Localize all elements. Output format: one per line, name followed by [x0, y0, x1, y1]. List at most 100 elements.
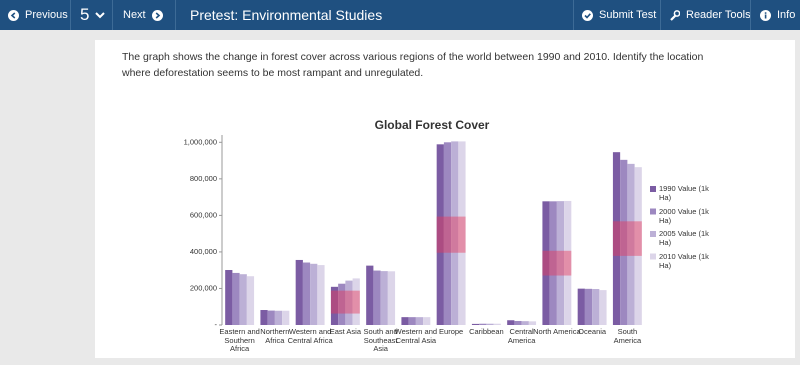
separator	[660, 0, 661, 30]
highlight	[542, 250, 572, 276]
bar	[330, 286, 339, 325]
x-tick-label: North America	[533, 327, 581, 336]
bar	[373, 270, 381, 325]
label: Next	[123, 9, 146, 21]
bar	[436, 144, 444, 325]
legend-label: 2005 Value (1k Ha)	[659, 229, 709, 247]
bar	[317, 265, 325, 325]
bar	[302, 262, 311, 325]
bar	[528, 321, 537, 325]
icon	[760, 9, 771, 21]
test-title: Pretest: Environmental Studies	[190, 7, 383, 23]
separator	[112, 0, 113, 30]
separator	[70, 0, 71, 30]
submit-button[interactable]: Submit Test	[582, 0, 656, 30]
bar	[239, 274, 247, 325]
legend-label: 2000 Value (1k Ha)	[659, 206, 709, 225]
bar	[627, 163, 635, 325]
y-tick-label: 800,000	[190, 174, 217, 183]
legend-swatch	[650, 253, 656, 260]
separator	[750, 0, 751, 30]
bar	[443, 142, 452, 325]
x-tick-label: Western and Central Asia	[394, 327, 438, 345]
bar	[493, 323, 501, 325]
bar	[260, 310, 268, 325]
reader-tools-button[interactable]: Reader Tools	[669, 0, 751, 30]
chart-title: Global Forest Cover	[375, 118, 490, 132]
x-tick-label: East Asia	[329, 327, 362, 336]
bar	[612, 152, 621, 325]
x-tick-label: Eastern and Southern Africa	[219, 327, 260, 353]
y-tick-label: 400,000	[190, 247, 217, 256]
label: Info	[777, 9, 796, 21]
y-tick-label: 200,000	[190, 283, 217, 292]
bar	[479, 323, 487, 325]
bar	[246, 276, 255, 325]
bar	[634, 167, 642, 325]
legend-swatch	[650, 186, 656, 192]
x-tick-label: Northern Africa	[260, 327, 290, 345]
info-button[interactable]: Info	[760, 0, 795, 30]
bar	[564, 200, 572, 325]
highlight	[612, 221, 642, 256]
legend-swatch	[650, 231, 656, 237]
label: Reader Tools	[686, 9, 751, 21]
bar	[423, 317, 431, 325]
icon	[582, 9, 593, 21]
bar	[225, 270, 233, 325]
label: Submit Test	[599, 9, 657, 21]
bar	[282, 310, 290, 325]
x-tick-label: Western and Central Africa	[287, 327, 333, 345]
bar	[352, 278, 360, 325]
bar	[345, 280, 353, 325]
bar	[366, 265, 374, 325]
bar	[542, 201, 550, 325]
bar	[521, 321, 529, 325]
bar	[507, 320, 515, 325]
bar	[408, 317, 416, 325]
icon	[151, 9, 163, 21]
bar	[549, 201, 557, 325]
bar	[415, 317, 424, 325]
bar	[338, 283, 346, 325]
bar	[295, 259, 303, 325]
bar	[592, 289, 600, 325]
x-tick-label: Oceania	[578, 327, 607, 336]
icon	[670, 9, 680, 21]
bar	[486, 323, 494, 325]
bar	[267, 310, 275, 325]
x-tick-label: Europe	[439, 327, 464, 336]
bar	[232, 272, 240, 325]
bar	[458, 141, 466, 325]
question-text: The graph shows the change in forest cov…	[122, 51, 704, 79]
icon	[95, 12, 106, 19]
question-select[interactable]: 5	[80, 0, 106, 30]
bar	[401, 317, 409, 325]
label: 5	[80, 5, 90, 24]
x-tick-label: Caribbean	[469, 327, 504, 336]
separator	[175, 0, 176, 30]
x-tick-label: Central America	[507, 327, 536, 345]
bar	[514, 320, 522, 325]
highlight	[436, 216, 466, 253]
bar	[274, 310, 283, 325]
icon	[8, 9, 19, 21]
next-button[interactable]: Next	[123, 0, 163, 30]
bar	[380, 271, 388, 325]
x-tick-label: South and Southeast Asia	[363, 327, 398, 353]
bar	[584, 288, 593, 325]
bar	[451, 141, 459, 325]
previous-button[interactable]: Previous	[8, 0, 68, 30]
highlight	[330, 290, 360, 314]
y-tick-label: -	[215, 320, 218, 329]
label: Previous	[25, 9, 68, 21]
separator	[573, 0, 574, 30]
bar	[599, 290, 607, 325]
legend-swatch	[650, 208, 656, 215]
toolbar: Previous 5 Next Pretest: Environmental S…	[0, 0, 800, 30]
bar	[471, 323, 480, 325]
bar	[556, 201, 565, 325]
legend-label: 1990 Value (1k Ha)	[659, 184, 709, 202]
